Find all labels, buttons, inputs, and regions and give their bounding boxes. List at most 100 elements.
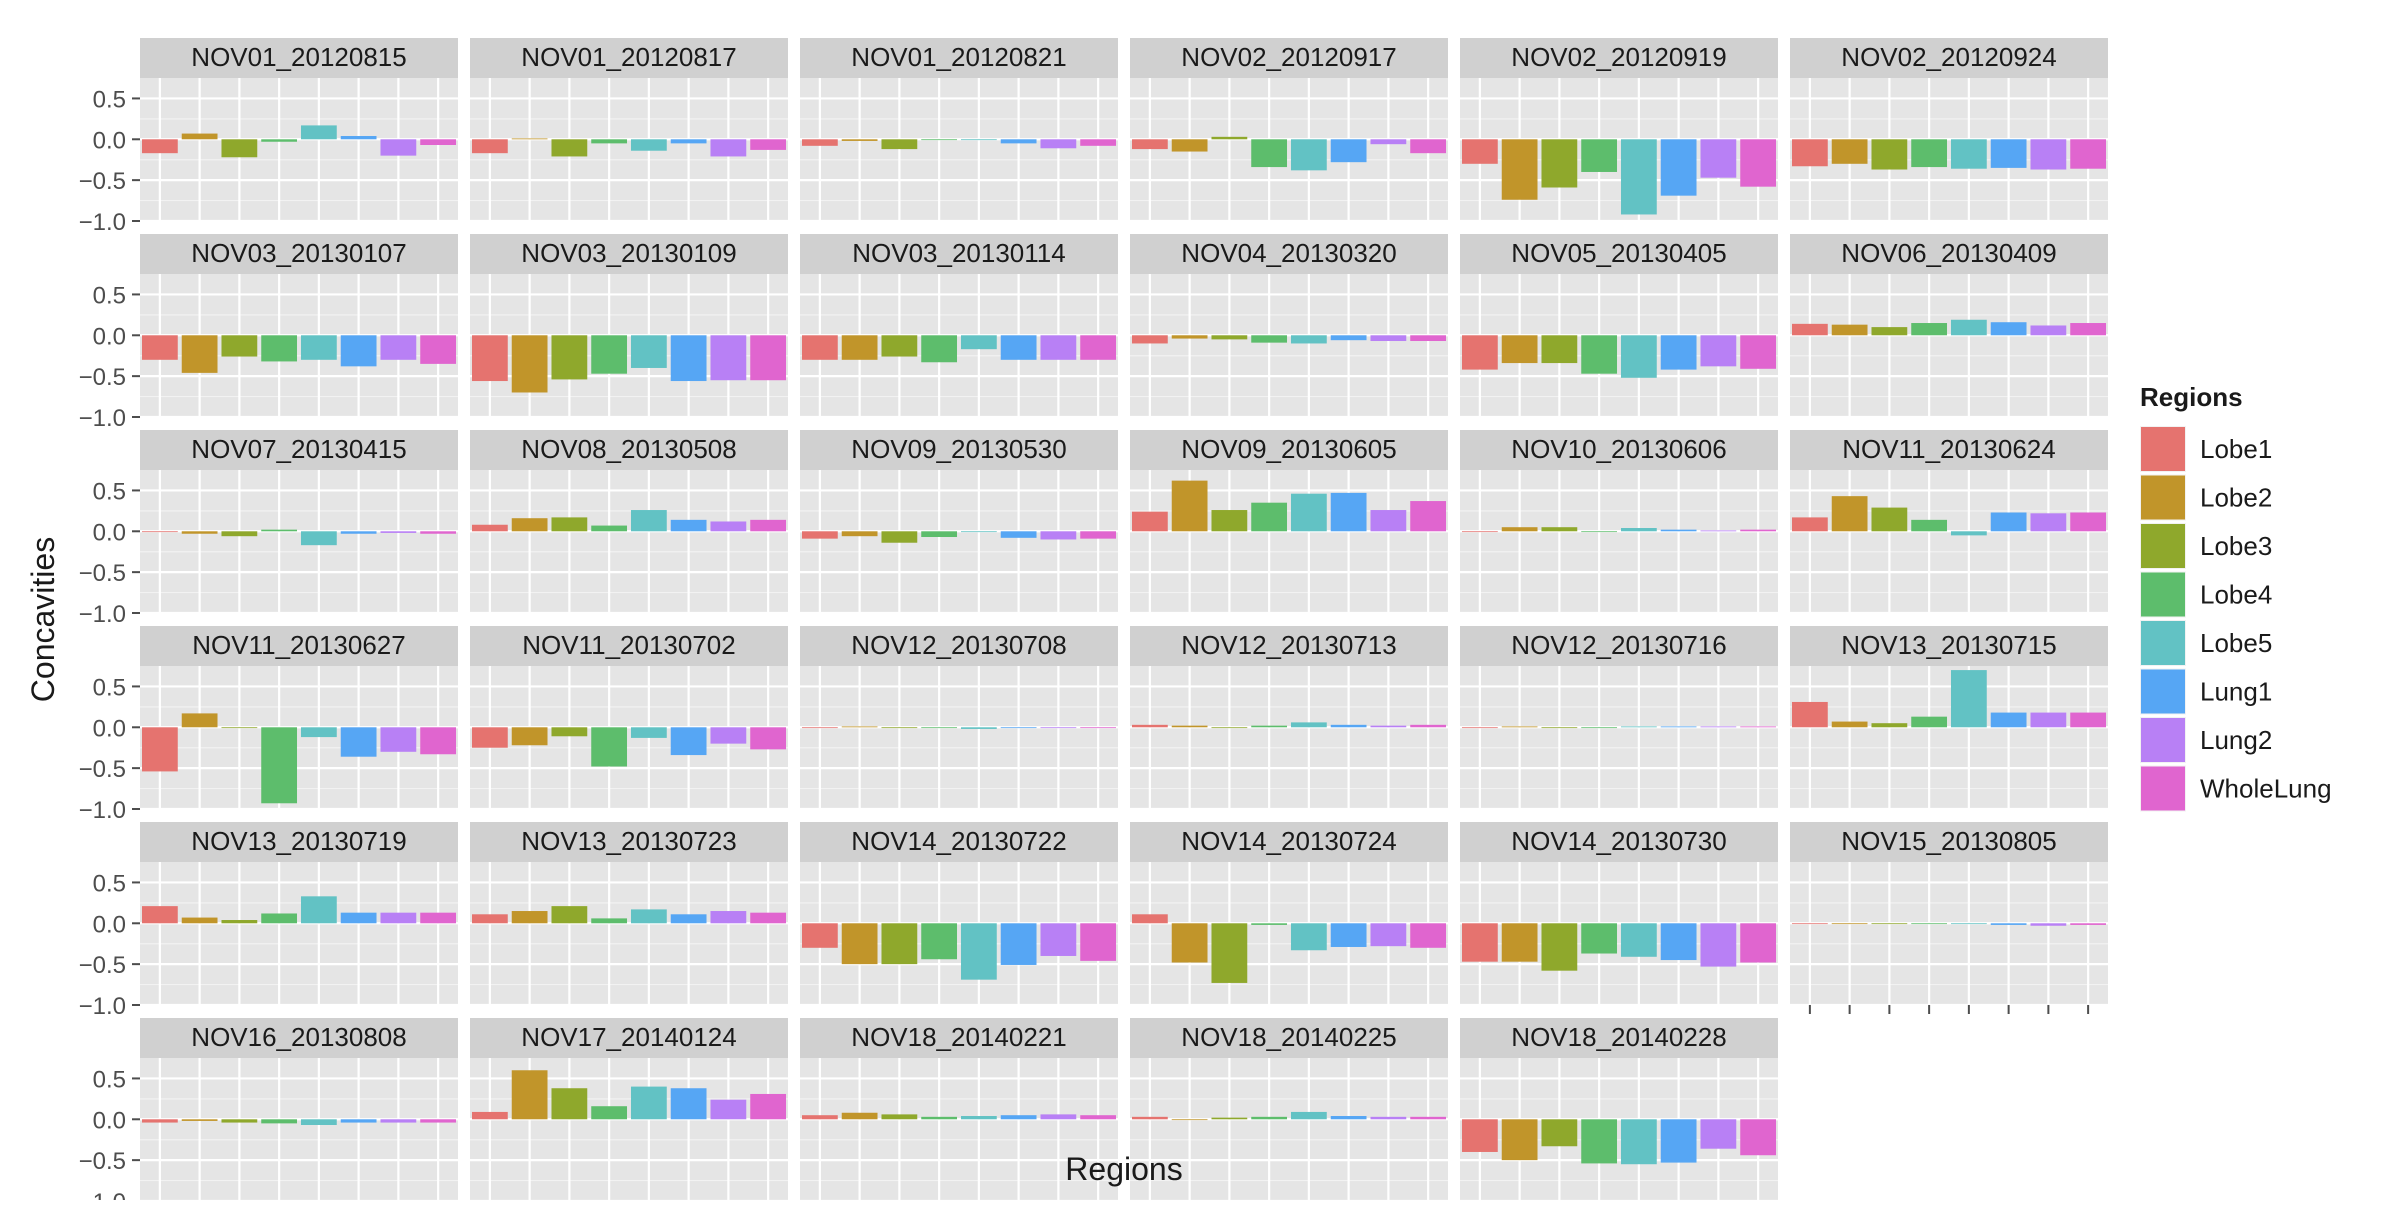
bar-lobe1: NOV11_20130702 Lobe1: -0.25 bbox=[472, 727, 508, 747]
facet-title: NOV14_20130724 bbox=[1181, 826, 1396, 856]
bar-lobe4: NOV14_20130730 Lobe4: -0.37 bbox=[1581, 923, 1617, 953]
bar-lobe2: NOV14_20130730 Lobe2: -0.47 bbox=[1502, 923, 1538, 961]
bar-lobe1: NOV18_20140228 Lobe1: -0.4 bbox=[1462, 1119, 1498, 1152]
facet-title: NOV18_20140221 bbox=[851, 1022, 1066, 1052]
bar-lobe5: NOV18_20140228 Lobe5: -0.55 bbox=[1621, 1119, 1657, 1164]
y-tick-label: 0.5 bbox=[93, 86, 126, 113]
legend-label-lobe5: Lobe5 bbox=[2200, 628, 2272, 658]
bar-wholelung: NOV13_20130719 WholeLung: 0.13 bbox=[420, 913, 456, 924]
bar-lobe5: NOV03_20130114 Lobe5: -0.17 bbox=[961, 335, 997, 349]
bar-lobe1: NOV11_20130627 Lobe1: -0.54 bbox=[142, 727, 178, 771]
bar-lobe3: NOV18_20140221 Lobe3: 0.06 bbox=[881, 1114, 917, 1119]
facet-title: NOV13_20130723 bbox=[521, 826, 736, 856]
bar-lobe4: NOV12_20130716 Lobe4: 0 bbox=[1581, 727, 1617, 728]
bar-lobe2: NOV02_20120917 Lobe2: -0.15 bbox=[1172, 139, 1208, 151]
bar-lung2: NOV11_20130627 Lung2: -0.3 bbox=[380, 727, 416, 752]
bar-lung2: NOV12_20130708 Lung2: 0 bbox=[1040, 727, 1076, 728]
facet-title: NOV11_20130627 bbox=[192, 630, 405, 660]
bar-lung2: NOV18_20140225 Lung2: 0.03 bbox=[1370, 1117, 1406, 1119]
facet-title: NOV01_20120817 bbox=[521, 42, 736, 72]
y-tick-label: 0.5 bbox=[93, 282, 126, 309]
y-tick-label: −1.0 bbox=[79, 601, 126, 628]
bar-lung1: NOV06_20130409 Lung1: 0.16 bbox=[1991, 322, 2027, 335]
bar-lobe4: NOV15_20130805 Lobe4: 0 bbox=[1911, 923, 1947, 924]
bar-lung2: NOV02_20120924 Lung2: -0.37 bbox=[2030, 139, 2066, 169]
bar-lung1: NOV18_20140228 Lung1: -0.53 bbox=[1661, 1119, 1697, 1162]
bar-wholelung: NOV11_20130627 WholeLung: -0.33 bbox=[420, 727, 456, 754]
bar-lung2: NOV13_20130715 Lung2: 0.18 bbox=[2030, 713, 2066, 728]
bar-lung1: NOV02_20120919 Lung1: -0.69 bbox=[1661, 139, 1697, 195]
bar-lobe1: NOV17_20140124 Lobe1: 0.09 bbox=[472, 1112, 508, 1119]
bar-wholelung: NOV03_20130107 WholeLung: -0.35 bbox=[420, 335, 456, 364]
y-tick-label: 0.0 bbox=[93, 1107, 126, 1134]
bar-lobe4: NOV02_20120917 Lobe4: -0.34 bbox=[1251, 139, 1287, 167]
bar-wholelung: NOV18_20140228 WholeLung: -0.44 bbox=[1740, 1119, 1776, 1155]
bar-lobe2: NOV03_20130109 Lobe2: -0.7 bbox=[512, 335, 548, 392]
bar-lobe2: NOV06_20130409 Lobe2: 0.13 bbox=[1832, 325, 1868, 336]
bar-lung2: NOV14_20130722 Lung2: -0.4 bbox=[1040, 923, 1076, 956]
bar-lobe2: NOV18_20140225 Lobe2: 0 bbox=[1172, 1119, 1208, 1120]
facet-title: NOV01_20120821 bbox=[851, 42, 1066, 72]
bar-lobe2: NOV14_20130722 Lobe2: -0.5 bbox=[842, 923, 878, 964]
bar-wholelung: NOV15_20130805 WholeLung: -0.02 bbox=[2070, 923, 2106, 925]
bar-lobe2: NOV13_20130723 Lobe2: 0.15 bbox=[512, 911, 548, 923]
bar-lobe4: NOV08_20130508 Lobe4: 0.07 bbox=[591, 526, 627, 532]
bar-lobe5: NOV18_20140221 Lobe5: 0.04 bbox=[961, 1116, 997, 1119]
bar-lobe3: NOV13_20130715 Lobe3: 0.05 bbox=[1871, 723, 1907, 727]
bar-lobe3: NOV11_20130627 Lobe3: 0 bbox=[221, 727, 257, 728]
bar-lung1: NOV11_20130624 Lung1: 0.23 bbox=[1991, 512, 2027, 531]
bar-lobe3: NOV17_20140124 Lobe3: 0.38 bbox=[551, 1088, 587, 1119]
bar-lobe5: NOV02_20120924 Lobe5: -0.36 bbox=[1951, 139, 1987, 168]
bar-lung1: NOV16_20130808 Lung1: -0.04 bbox=[341, 1119, 377, 1122]
facet-title: NOV11_20130702 bbox=[522, 630, 735, 660]
bar-lobe1: NOV08_20130508 Lobe1: 0.08 bbox=[472, 525, 508, 532]
legend-label-lobe1: Lobe1 bbox=[2200, 434, 2272, 464]
bar-lung2: NOV13_20130719 Lung2: 0.13 bbox=[380, 913, 416, 924]
bar-wholelung: NOV12_20130713 WholeLung: 0.03 bbox=[1410, 725, 1446, 727]
bar-lung1: NOV09_20130605 Lung1: 0.47 bbox=[1331, 493, 1367, 531]
bar-lobe2: NOV12_20130713 Lobe2: 0.02 bbox=[1172, 726, 1208, 728]
bar-lobe1: NOV13_20130723 Lobe1: 0.11 bbox=[472, 914, 508, 923]
facet-title: NOV17_20140124 bbox=[521, 1022, 736, 1052]
bar-lobe2: NOV14_20130724 Lobe2: -0.48 bbox=[1172, 923, 1208, 962]
bar-lobe5: NOV11_20130627 Lobe5: -0.12 bbox=[301, 727, 337, 737]
bar-lobe4: NOV13_20130723 Lobe4: 0.06 bbox=[591, 918, 627, 923]
bar-lobe1: NOV10_20130606 Lobe1: 0 bbox=[1462, 531, 1498, 532]
facet-title: NOV15_20130805 bbox=[1841, 826, 2056, 856]
bar-lobe3: NOV05_20130405 Lobe3: -0.34 bbox=[1541, 335, 1577, 363]
bar-lung1: NOV03_20130107 Lung1: -0.38 bbox=[341, 335, 377, 366]
bar-lobe2: NOV17_20140124 Lobe2: 0.6 bbox=[512, 1070, 548, 1119]
y-tick-label: −0.5 bbox=[79, 168, 126, 195]
bar-lung2: NOV09_20130530 Lung2: -0.1 bbox=[1040, 531, 1076, 539]
bar-lung2: NOV16_20130808 Lung2: -0.04 bbox=[380, 1119, 416, 1122]
facet-title: NOV02_20120917 bbox=[1181, 42, 1396, 72]
legend-label-lobe2: Lobe2 bbox=[2200, 483, 2272, 513]
bar-lung1: NOV12_20130708 Lung1: 0 bbox=[1001, 727, 1037, 728]
bar-lobe1: NOV14_20130722 Lobe1: -0.3 bbox=[802, 923, 838, 948]
y-tick-label: 0.5 bbox=[93, 674, 126, 701]
bar-lung1: NOV13_20130719 Lung1: 0.13 bbox=[341, 913, 377, 924]
bar-lung1: NOV09_20130530 Lung1: -0.08 bbox=[1001, 531, 1037, 538]
bar-lung1: NOV18_20140221 Lung1: 0.05 bbox=[1001, 1115, 1037, 1119]
facet-title: NOV12_20130713 bbox=[1181, 630, 1396, 660]
bar-lobe5: NOV13_20130723 Lobe5: 0.17 bbox=[631, 909, 667, 923]
bar-lobe2: NOV03_20130107 Lobe2: -0.46 bbox=[182, 335, 218, 373]
y-tick-label: 0.0 bbox=[93, 715, 126, 742]
bar-lobe2: NOV18_20140228 Lobe2: -0.5 bbox=[1502, 1119, 1538, 1160]
facet-title: NOV04_20130320 bbox=[1181, 238, 1396, 268]
bar-lung2: NOV03_20130107 Lung2: -0.3 bbox=[380, 335, 416, 360]
bar-lobe4: NOV03_20130114 Lobe4: -0.33 bbox=[921, 335, 957, 362]
bar-lobe2: NOV08_20130508 Lobe2: 0.16 bbox=[512, 518, 548, 531]
bar-lobe4: NOV16_20130808 Lobe4: -0.05 bbox=[261, 1119, 297, 1123]
facet-title: NOV02_20120924 bbox=[1841, 42, 2056, 72]
bar-lobe3: NOV14_20130724 Lobe3: -0.73 bbox=[1211, 923, 1247, 983]
bar-lobe3: NOV03_20130114 Lobe3: -0.26 bbox=[881, 335, 917, 356]
bar-lung2: NOV09_20130605 Lung2: 0.26 bbox=[1370, 510, 1406, 531]
bar-lobe2: NOV01_20120817 Lobe2: 0.01 bbox=[512, 138, 548, 139]
bar-lung1: NOV08_20130508 Lung1: 0.14 bbox=[671, 520, 707, 531]
bar-wholelung: NOV16_20130808 WholeLung: -0.04 bbox=[420, 1119, 456, 1122]
bar-lobe3: NOV16_20130808 Lobe3: -0.04 bbox=[221, 1119, 257, 1122]
bar-lung1: NOV13_20130723 Lung1: 0.11 bbox=[671, 914, 707, 923]
facet-title: NOV14_20130730 bbox=[1511, 826, 1726, 856]
